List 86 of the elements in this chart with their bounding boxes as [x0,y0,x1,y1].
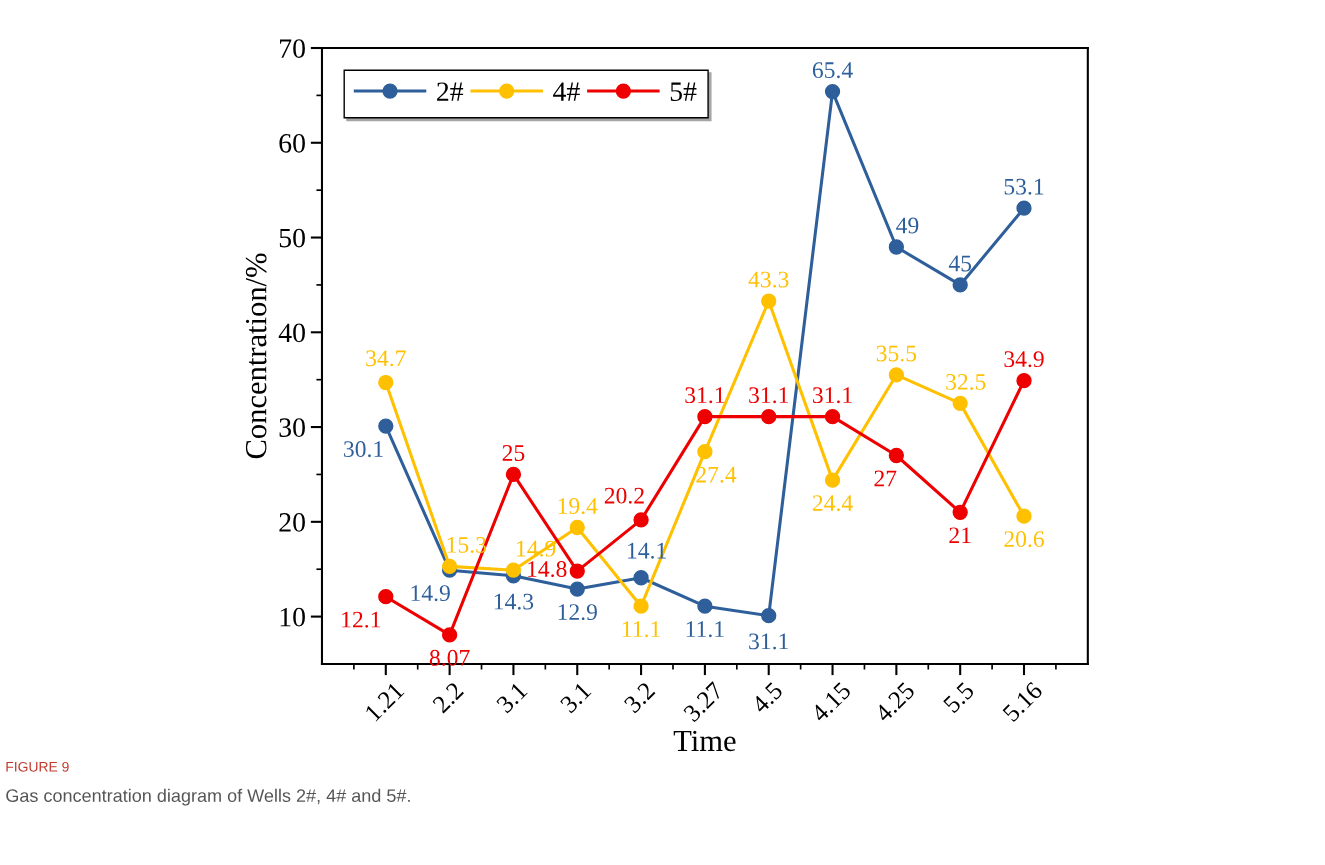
x-tick-label: 4.25 [873,681,916,724]
x-tick-label: 5.16 [1002,681,1044,723]
point [633,598,649,614]
x-tick-label: 1.21 [364,681,405,722]
data-label: 45 [948,255,972,272]
caption: FIGURE 9 [6,761,69,772]
point [1016,372,1032,389]
data-label: 27.4 [696,466,737,483]
data-label: 32.5 [946,373,986,390]
point [633,512,649,528]
text: Gas concentration diagram of Wells 2#, 4# and 5#. [6,788,410,806]
x-axis-title: Time [673,730,736,752]
x-tick-label: 4.5 [750,681,784,715]
x-tick-label: 3.1 [559,681,592,714]
point [378,374,394,391]
x-tick-label: 5.5 [942,681,976,714]
point [761,409,777,425]
x-tick-label: 3.27 [682,681,725,723]
x-tick-label: 2.2 [431,681,465,714]
point [569,519,585,536]
point [1016,200,1032,216]
point [505,466,522,483]
y-tick-label: 20 [279,512,305,532]
legend-label: 2# [437,82,464,101]
data-label: 11.1 [622,621,660,638]
point [569,581,585,597]
point [697,409,713,425]
data-label: 25 [502,445,525,461]
annotation: 31.1 [749,633,788,650]
data-label: 53.1 [1004,178,1044,195]
data-label: 11.1 [686,621,724,638]
data-label: 12.9 [558,604,597,621]
data-label: 49 [896,217,919,234]
y-tick-label: 40 [278,323,305,343]
data-label: 12.1 [342,611,381,628]
point [824,409,841,425]
point [378,418,394,434]
data-label: 19.4 [558,498,598,515]
point [633,570,649,586]
point [505,562,522,578]
data-label: 27 [874,470,897,487]
point [952,504,968,520]
x-tick-label: 3.1 [495,681,528,714]
y-tick-label: 70 [280,39,305,58]
data-label: 14.8 [528,561,567,578]
point [441,558,458,575]
data-label: 20.6 [1004,531,1044,548]
data-label: 31.1 [685,387,725,404]
y-axis-title: Concentration/% [245,253,267,459]
point [888,367,905,383]
y-tick-label: 60 [279,133,305,153]
point [697,598,713,614]
y-tick-label: 30 [279,418,305,437]
point [824,472,841,488]
data-label: 34.9 [1004,351,1044,368]
point [888,447,905,464]
legend-label: 5# [670,82,697,102]
point [952,277,968,293]
y-tick-label: 10 [280,607,305,627]
point [888,239,905,255]
point [441,627,458,643]
data-label: 21 [949,527,971,544]
point [697,444,713,460]
data-label: 14.9 [411,585,450,602]
x-tick-label: 4.15 [810,681,852,724]
data-label: 8.07 [429,649,470,666]
point [1016,508,1032,524]
data-label: 65.4 [812,62,853,79]
data-label: 35.5 [876,345,917,362]
point [569,563,585,579]
point [952,395,968,412]
point [378,589,394,605]
data-label: 30.1 [344,441,383,458]
point [761,608,777,624]
y-tick-label: 50 [279,228,305,248]
legend-label: 4# [553,82,580,101]
data-label: 34.7 [366,350,406,367]
data-label: 20.2 [604,487,644,504]
x-tick-label: 3.2 [623,681,656,714]
point [824,83,841,100]
data-label: 31.1 [749,387,788,404]
point [761,293,777,309]
data-label: 31.1 [813,387,852,404]
data-label: 14.3 [494,593,534,610]
data-label: 43.3 [748,271,789,288]
data-label: 24.4 [812,495,853,512]
